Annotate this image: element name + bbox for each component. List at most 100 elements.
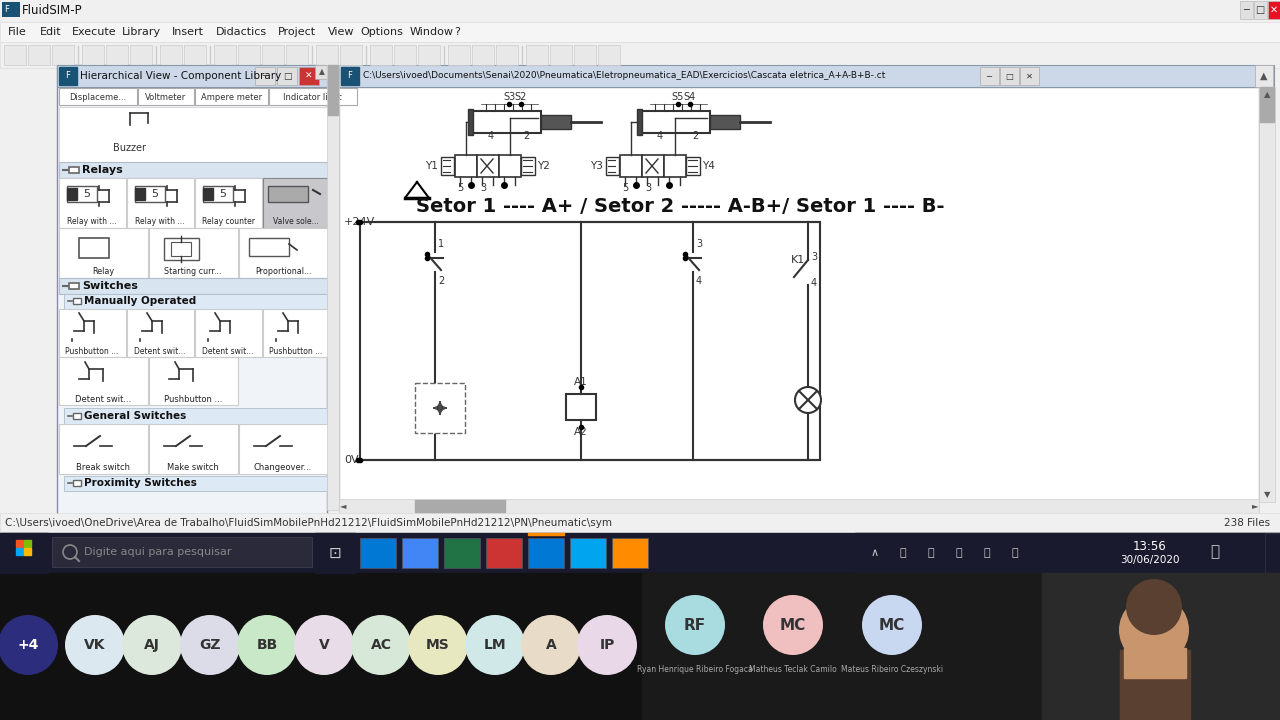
Text: ▲: ▲	[1263, 90, 1270, 99]
Text: Options: Options	[360, 27, 403, 37]
Bar	[402, 538, 438, 568]
Text: Insert: Insert	[172, 27, 204, 37]
Bar	[82, 45, 104, 65]
Text: S2: S2	[515, 92, 527, 102]
Text: Edit: Edit	[40, 27, 61, 37]
Bar	[24, 540, 31, 547]
Bar	[328, 65, 338, 115]
Bar	[239, 424, 328, 474]
Bar	[0, 0, 1280, 22]
Text: 4: 4	[657, 131, 663, 141]
Text: AJ: AJ	[145, 638, 160, 652]
Text: 5: 5	[83, 189, 91, 199]
Bar	[134, 188, 145, 200]
Text: Detent swit...: Detent swit...	[202, 348, 253, 356]
Text: ▲: ▲	[1261, 71, 1267, 81]
Bar	[598, 45, 620, 65]
Text: VK: VK	[84, 638, 106, 652]
Bar	[195, 309, 262, 357]
Bar	[184, 45, 206, 65]
Bar	[59, 88, 137, 105]
Bar	[67, 186, 97, 202]
Bar	[1268, 1, 1280, 19]
Text: Hierarchical View - Component Library: Hierarchical View - Component Library	[79, 71, 282, 81]
Bar	[521, 157, 535, 175]
Text: A1: A1	[575, 377, 588, 387]
Bar	[326, 65, 339, 510]
Text: ✕: ✕	[1025, 71, 1033, 81]
Text: K1: K1	[791, 255, 805, 265]
Bar	[59, 67, 77, 85]
Bar	[340, 45, 362, 65]
Text: Voltmeter: Voltmeter	[146, 92, 187, 102]
Circle shape	[237, 615, 297, 675]
Bar	[499, 155, 521, 177]
Circle shape	[294, 615, 355, 675]
Bar	[415, 383, 465, 433]
Bar	[238, 45, 260, 65]
Circle shape	[180, 615, 241, 675]
Text: ─: ─	[262, 71, 268, 81]
Text: Valve sole...: Valve sole...	[273, 217, 319, 227]
Text: Pushbutton ...: Pushbutton ...	[269, 348, 323, 356]
Bar	[269, 88, 357, 105]
Circle shape	[0, 615, 58, 675]
Text: 3: 3	[480, 183, 486, 193]
Text: Relay with ...: Relay with ...	[136, 217, 184, 227]
Circle shape	[521, 615, 581, 675]
Bar	[471, 111, 541, 133]
Text: □: □	[283, 71, 292, 81]
Text: Switches: Switches	[82, 281, 138, 291]
Text: Relays: Relays	[82, 165, 123, 175]
Circle shape	[666, 595, 724, 655]
Bar	[268, 186, 308, 202]
Bar	[419, 45, 440, 65]
Bar	[64, 294, 326, 309]
Text: 4: 4	[812, 278, 817, 288]
Bar	[1260, 87, 1274, 122]
Bar	[550, 45, 572, 65]
Text: AC: AC	[370, 638, 392, 652]
Text: File: File	[8, 27, 27, 37]
Bar	[15, 540, 23, 547]
Bar	[541, 115, 571, 129]
Bar	[64, 408, 326, 424]
Text: 3: 3	[812, 252, 817, 262]
Circle shape	[351, 615, 411, 675]
Circle shape	[795, 387, 820, 413]
Bar	[59, 278, 329, 294]
Text: Starting curr...: Starting curr...	[164, 268, 221, 276]
Circle shape	[577, 615, 637, 675]
Circle shape	[65, 615, 125, 675]
Text: Relay with ...: Relay with ...	[68, 217, 116, 227]
Text: 🖥: 🖥	[956, 548, 963, 558]
Bar	[477, 155, 499, 177]
Bar	[710, 115, 740, 129]
Text: Setor 1 ---- A+ / Setor 2 ----- A-B+/ Setor 1 ---- B-: Setor 1 ---- A+ / Setor 2 ----- A-B+/ Se…	[416, 197, 945, 217]
Bar	[315, 533, 355, 573]
Bar	[172, 242, 191, 256]
Bar	[255, 67, 275, 85]
Bar	[214, 45, 236, 65]
Circle shape	[63, 545, 77, 559]
Bar	[67, 188, 77, 200]
Text: Pushbutton ...: Pushbutton ...	[65, 348, 119, 356]
Text: Displaceme...: Displaceme...	[69, 92, 127, 102]
Text: V: V	[319, 638, 329, 652]
Text: A2: A2	[575, 427, 588, 437]
Bar	[340, 67, 358, 85]
Bar	[1201, 537, 1230, 565]
Bar	[980, 67, 998, 85]
Bar	[637, 109, 643, 135]
Bar	[1124, 648, 1187, 678]
Bar	[360, 538, 396, 568]
Text: F: F	[348, 71, 352, 81]
Bar	[394, 45, 416, 65]
Bar	[24, 548, 31, 555]
Text: Break switch: Break switch	[76, 464, 131, 472]
Text: □: □	[1005, 71, 1012, 81]
Text: Ryan Henrique Ribeiro Fogaca: Ryan Henrique Ribeiro Fogaca	[637, 665, 753, 675]
Text: ─: ─	[987, 71, 992, 81]
Bar	[442, 157, 454, 175]
Bar	[250, 238, 289, 256]
